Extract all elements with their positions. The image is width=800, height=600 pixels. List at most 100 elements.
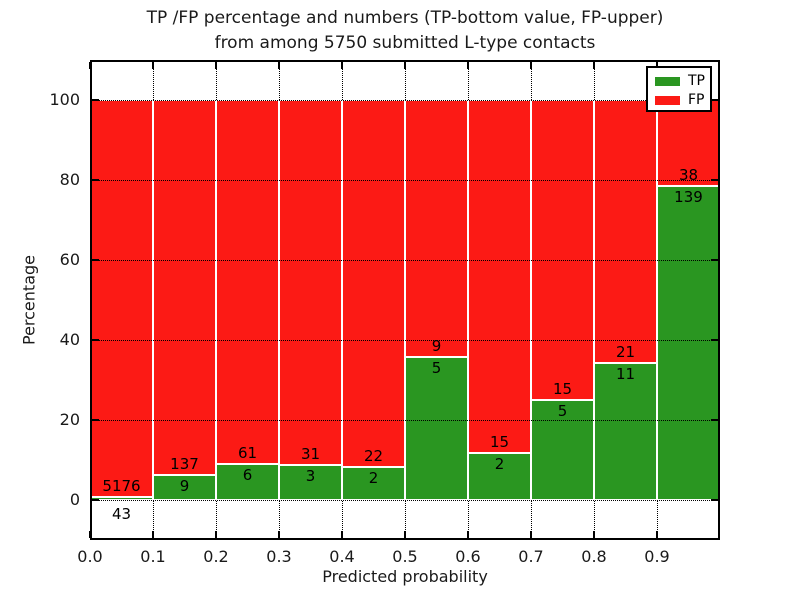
legend-label-tp: TP <box>688 73 705 89</box>
plot-spine-top <box>90 60 720 62</box>
bar-label-tp-count: 3 <box>305 466 316 485</box>
x-tick-label: 0.5 <box>392 547 418 566</box>
tp-color-swatch <box>655 77 680 86</box>
bar-label-fp-count: 61 <box>237 444 258 463</box>
x-tick-mark <box>656 62 658 69</box>
y-tick-mark <box>92 499 99 501</box>
y-tick-mark <box>92 339 99 341</box>
y-tick-mark <box>711 259 718 261</box>
bar-label-fp-count: 137 <box>170 455 199 474</box>
bar-segment-fp <box>216 100 279 465</box>
x-tick-mark <box>215 62 217 69</box>
x-tick-label: 0.4 <box>329 547 355 566</box>
h-gridline <box>90 180 720 181</box>
bar-segment-tp <box>153 475 216 500</box>
bar-label-fp-count: 22 <box>363 446 384 465</box>
y-tick-mark <box>711 339 718 341</box>
legend-label-fp: FP <box>688 92 705 108</box>
bar-label-tp-count: 5 <box>557 402 568 420</box>
bar-segment-fp <box>153 100 216 476</box>
bar-segment-tp <box>531 400 594 500</box>
h-gridline <box>90 420 720 421</box>
x-tick-mark <box>467 62 469 69</box>
x-tick-mark <box>530 62 532 69</box>
legend: TP FP <box>646 66 712 112</box>
fp-color-swatch <box>655 96 680 105</box>
bar-segment-fp <box>405 100 468 358</box>
bar-segment-tp <box>342 466 405 500</box>
y-tick-mark <box>92 99 99 101</box>
y-tick-mark <box>711 179 718 181</box>
x-tick-mark <box>89 62 91 69</box>
plot-spine-bottom <box>90 538 720 540</box>
bar-segment-fp <box>531 100 594 400</box>
legend-item-tp: TP <box>655 72 710 91</box>
bar-label-fp-count: 5176 <box>102 476 141 495</box>
bar-segment-fp <box>657 100 720 186</box>
bar-label-tp-count: 2 <box>368 468 379 487</box>
y-tick-label: 60 <box>59 250 80 269</box>
y-tick-mark <box>711 99 718 101</box>
x-tick-mark <box>656 531 658 538</box>
x-tick-mark <box>341 62 343 69</box>
x-tick-mark <box>593 62 595 69</box>
y-tick-label: 20 <box>59 410 80 429</box>
x-tick-mark <box>215 531 217 538</box>
y-tick-label: 100 <box>49 90 80 109</box>
bar-segment-fp <box>90 100 153 497</box>
bar-segment-tp <box>468 452 531 500</box>
x-tick-mark <box>89 531 91 538</box>
bar-segment-tp <box>405 357 468 500</box>
bar-label-fp-count: 31 <box>300 444 321 463</box>
chart-title-line1: TP /FP percentage and numbers (TP-bottom… <box>146 8 664 28</box>
bar-label-fp-count: 15 <box>489 432 510 451</box>
chart-title-line2: from among 5750 submitted L-type contact… <box>214 33 596 53</box>
bar-label-tp-count: 6 <box>242 466 253 485</box>
x-tick-mark <box>152 62 154 69</box>
y-tick-label: 0 <box>69 490 80 509</box>
plot-area: TP FP 5176 43 137 9 61 6 31 3 22 2 9 5 15 2 15 5 21 11 38 1… <box>89 60 720 540</box>
bar-label-fp-count: 38 <box>678 165 699 184</box>
h-gridline <box>90 500 720 501</box>
x-tick-mark <box>404 531 406 538</box>
x-tick-label: 0.7 <box>518 547 544 566</box>
y-tick-mark <box>92 419 99 421</box>
x-axis-label: Predicted probability <box>322 567 488 586</box>
x-tick-mark <box>278 62 280 69</box>
plot-spine-right <box>718 60 720 540</box>
bar-label-tp-count: 2 <box>494 454 505 473</box>
x-tick-label: 0.0 <box>77 547 103 566</box>
bar-segment-fp <box>468 100 531 453</box>
y-tick-label: 40 <box>59 330 80 349</box>
x-tick-label: 0.8 <box>581 547 607 566</box>
bar-segment-fp <box>342 100 405 467</box>
y-tick-mark <box>92 259 99 261</box>
legend-item-fp: FP <box>655 91 710 110</box>
bar-label-fp-count: 9 <box>431 337 442 356</box>
x-tick-mark <box>467 531 469 538</box>
bar-segment-tp <box>594 362 657 500</box>
x-tick-mark <box>152 531 154 538</box>
plot-spine-left <box>90 60 92 540</box>
x-tick-label: 0.3 <box>266 547 292 566</box>
bar-segment-fp <box>594 100 657 363</box>
x-tick-mark <box>341 531 343 538</box>
x-tick-label: 0.2 <box>203 547 229 566</box>
y-tick-mark <box>711 419 718 421</box>
bar-label-tp-count: 9 <box>179 477 190 496</box>
x-tick-mark <box>530 531 532 538</box>
bar-label-tp-count: 43 <box>111 505 132 523</box>
bar-segment-tp <box>279 464 342 500</box>
bar-label-fp-count: 15 <box>552 380 573 398</box>
h-gridline <box>90 340 720 341</box>
x-tick-label: 0.1 <box>140 547 166 566</box>
bar-label-tp-count: 11 <box>615 364 636 383</box>
bar-label-fp-count: 21 <box>615 342 636 361</box>
x-tick-mark <box>593 531 595 538</box>
y-tick-mark <box>92 179 99 181</box>
bar-label-tp-count: 5 <box>431 359 442 378</box>
x-tick-label: 0.6 <box>455 547 481 566</box>
x-tick-mark <box>278 531 280 538</box>
chart-title: TP /FP percentage and numbers (TP-bottom… <box>90 6 720 56</box>
